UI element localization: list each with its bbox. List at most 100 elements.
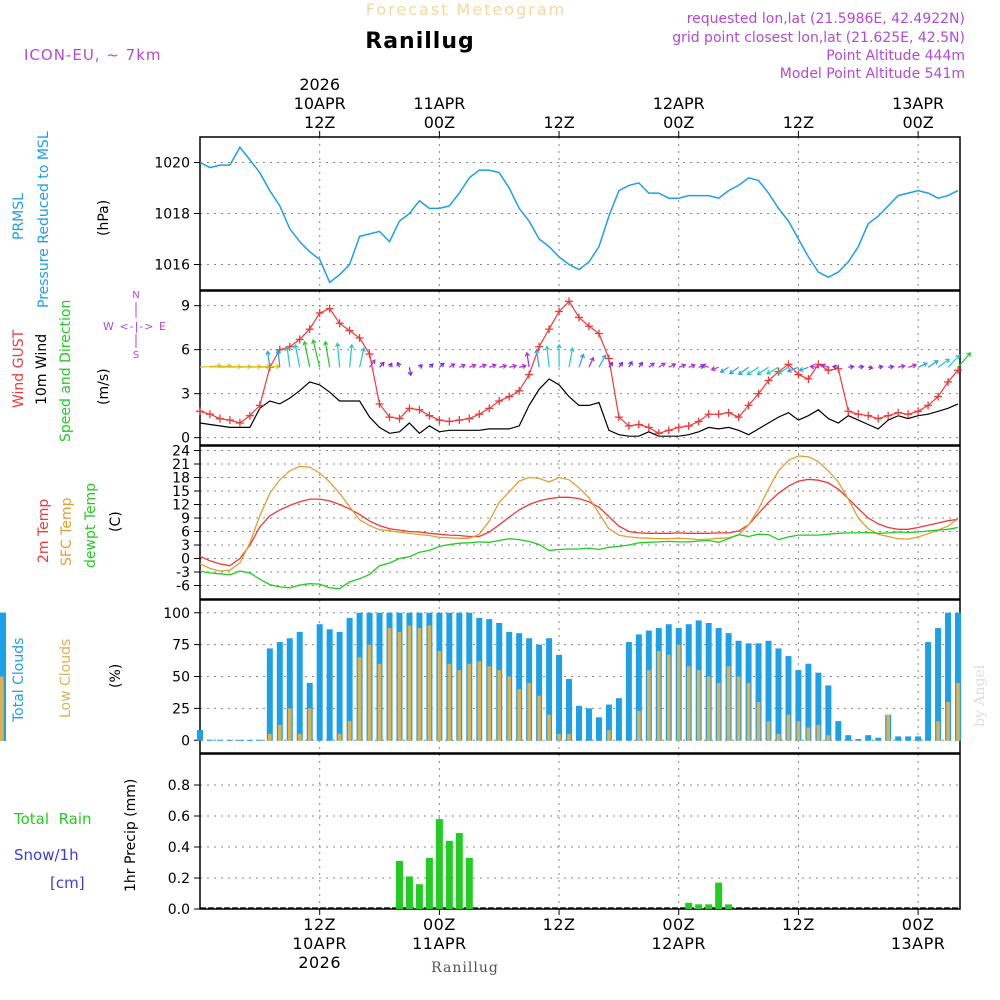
gust-marker [904,410,913,419]
wind-vector-shaft [209,365,232,368]
wind-vector [302,340,311,368]
wind-vector [479,363,487,369]
gust-marker [854,410,863,419]
wind-vector-head [370,359,376,365]
wind-vector [335,342,341,368]
wind-vector-shaft [303,341,311,368]
low-cloud-bar [796,721,801,741]
pressure-line [199,145,959,284]
wind-vector-head [407,371,413,377]
low-cloud-bar [756,702,761,741]
wind-vector-head [471,363,477,369]
wind-vector-shaft [711,366,719,371]
wind-vector [311,339,321,368]
wind-vector-head [439,362,445,368]
wind-vector [927,360,939,368]
wind-vector [756,366,769,376]
model-label: ICON-EU, ~ 7km [24,46,162,64]
wind-vector-shaft [588,357,594,368]
rain-bar [685,902,693,909]
wind-vector-head [849,364,855,370]
time-label: 13APR [891,934,946,953]
total-cloud-bar [296,631,303,741]
wind-vector [265,350,271,368]
gust-marker [694,417,703,426]
total-cloud-bar [835,721,842,741]
wind-vector [907,363,918,369]
wind-vector [937,358,951,368]
low-cloud-bar [487,666,492,741]
wind-vector-head [756,370,762,376]
low-cloud-bar [268,733,272,741]
gust-marker [914,407,923,416]
total-cloud-bar [585,708,592,741]
wind-vector [888,364,895,370]
gust-marker [684,421,693,430]
time-label: 13APR [892,94,944,113]
wind-vector [947,354,961,368]
y-tick-label: 1018 [154,207,190,223]
gust-marker [934,392,943,401]
wind-vector-shaft [757,366,769,375]
wind-vector-head [360,347,366,352]
low-cloud-bar [706,676,711,741]
gust-marker [196,407,204,416]
wind-vector-shaft [336,343,341,368]
wind-vector-shaft [668,363,676,368]
wind-vector-head [428,363,434,369]
wind-vector [199,363,223,369]
gust-marker [515,386,524,395]
total-cloud-bar [595,717,602,741]
low-cloud-bar [0,684,4,741]
rain-bar [405,876,413,909]
gust-marker [644,423,653,432]
low-cloud-bar [537,695,541,741]
pressure-unit: (hPa) [96,200,112,236]
rain-bar [695,904,703,909]
wind-vector [701,363,709,369]
gust-marker [205,410,214,419]
gust-marker [804,375,813,383]
y-tick-label: 1016 [154,258,190,274]
gust-marker [614,413,623,422]
y-tick-label: 0.6 [168,809,190,825]
y-tick-label: 75 [172,638,190,654]
gust-marker [545,325,554,334]
compass-south: S [133,350,139,361]
snow-label: Snow/1h [14,846,79,864]
gust-marker [315,309,324,317]
wind-vector-head [809,364,815,370]
y-tick-label: -3 [176,565,190,581]
wind-vector-head [311,339,317,345]
compass-north: N [132,290,139,301]
panel-2: 0 3 6 9 [181,290,961,447]
time-label: 00Z [662,915,695,934]
wind-vector [898,363,906,369]
low-cloud-bar [696,670,701,741]
wind-vector [878,364,884,370]
wind-vector [499,363,508,369]
low-cloud-bar [297,733,302,741]
low-cloud-bar [407,625,412,741]
wind-vector-shaft [810,365,819,368]
rain-bar [445,840,453,909]
total-cloud-bar [825,685,832,741]
wind-vector-shaft [408,367,412,376]
total-cloud-bar [556,654,563,741]
pressure-series [199,145,959,284]
wind-vector [387,362,393,368]
wind-vector-shaft [349,344,353,368]
wind-vector-shaft [312,339,321,368]
gust-marker [634,420,643,429]
wind-vector [544,345,550,368]
wind-vector-head [912,363,918,369]
time-label: 10APR [292,934,347,953]
wind-series [196,297,972,438]
gust-marker [375,399,384,408]
wind-vector [379,361,385,368]
y-tick-label: 21 [172,457,190,473]
low-cloud-bar [766,721,771,741]
low-cloud-bar [497,670,502,741]
